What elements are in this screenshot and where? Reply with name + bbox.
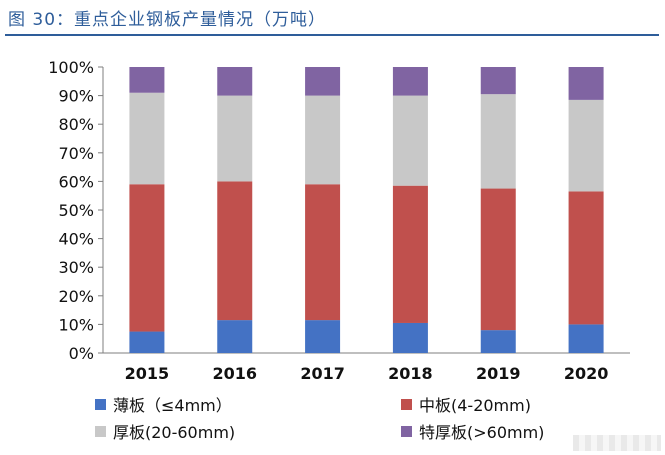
bar-segment-2016-series-0: [217, 320, 253, 353]
x-tick-label: 2020: [564, 364, 609, 383]
bar-segment-2020-series-0: [568, 324, 604, 353]
bar-segment-2018-series-0: [392, 322, 428, 353]
y-tick-label: 100%: [48, 58, 94, 77]
bar-segment-2020-series-3: [568, 67, 604, 100]
legend-swatch: [95, 425, 106, 437]
legend-item-0: 薄板（≤4mm）: [95, 392, 232, 416]
x-tick-label: 2018: [388, 364, 433, 383]
y-tick-label: 20%: [58, 287, 94, 306]
bar-segment-2019-series-2: [480, 94, 516, 189]
y-tick-label: 50%: [58, 201, 94, 220]
bar-segment-2018-series-3: [392, 67, 428, 96]
legend-item-3: 特厚板(>60mm): [401, 419, 544, 443]
y-tick-label: 30%: [58, 258, 94, 277]
bar-segment-2020-series-2: [568, 99, 604, 192]
legend-label: 特厚板(>60mm): [419, 423, 545, 442]
x-tick-label: 2019: [476, 364, 521, 383]
y-tick-label: 10%: [58, 315, 94, 334]
bar-segment-2016-series-1: [217, 181, 253, 321]
bar-segment-2018-series-1: [392, 185, 428, 323]
y-tick-label: 40%: [58, 230, 94, 249]
bar-segment-2015-series-0: [129, 331, 165, 353]
y-tick-label: 90%: [58, 87, 94, 106]
y-tick-label: 60%: [58, 172, 94, 191]
legend-swatch: [401, 398, 412, 410]
bar-segment-2015-series-3: [129, 67, 165, 93]
bar-segment-2017-series-0: [305, 320, 341, 353]
bar-segment-2019-series-0: [480, 330, 516, 353]
x-tick-label: 2015: [125, 364, 170, 383]
x-tick-label: 2016: [212, 364, 257, 383]
bar-segment-2017-series-2: [305, 95, 341, 185]
bar-segment-2017-series-3: [305, 67, 341, 96]
bar-segment-2019-series-3: [480, 67, 516, 95]
watermark: [573, 435, 661, 451]
bar-segment-2015-series-2: [129, 92, 165, 185]
title-divider: [5, 34, 659, 36]
bar-segment-2015-series-1: [129, 184, 165, 332]
bar-segment-2017-series-1: [305, 184, 341, 321]
bar-segment-2016-series-3: [217, 67, 253, 96]
legend-label: 中板(4-20mm): [419, 396, 531, 415]
bar-segment-2020-series-1: [568, 191, 604, 325]
legend-swatch: [95, 398, 106, 410]
figure-title: 图 30：重点企业钢板产量情况（万吨）: [8, 10, 327, 30]
legend-label: 薄板（≤4mm）: [113, 396, 232, 415]
legend-label: 厚板(20-60mm): [113, 423, 236, 442]
bar-segment-2018-series-2: [392, 95, 428, 186]
legend-item-1: 中板(4-20mm): [401, 392, 531, 416]
bar-segment-2016-series-2: [217, 95, 253, 182]
bar-segment-2019-series-1: [480, 188, 516, 331]
y-tick-label: 0%: [69, 344, 94, 363]
x-tick-label: 2017: [300, 364, 345, 383]
legend-swatch: [401, 425, 412, 437]
y-tick-label: 70%: [58, 144, 94, 163]
legend-item-2: 厚板(20-60mm): [95, 419, 235, 443]
y-tick-label: 80%: [58, 115, 94, 134]
